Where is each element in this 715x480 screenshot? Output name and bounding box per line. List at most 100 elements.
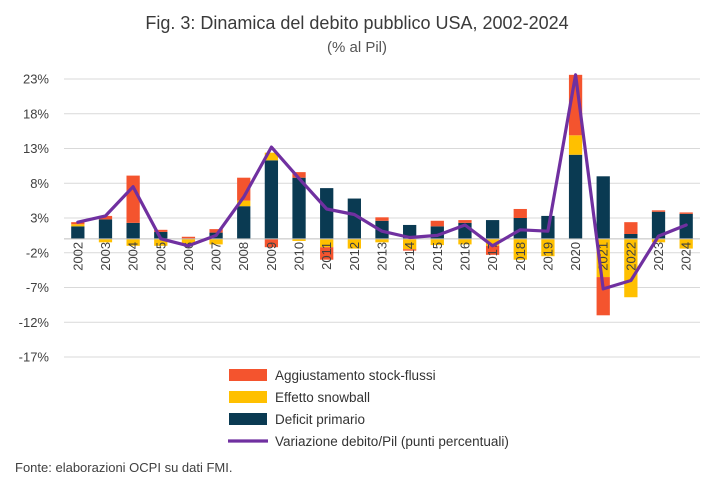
bar-snowball-2003 bbox=[98, 238, 113, 243]
y-tick-label: 23% bbox=[23, 72, 49, 87]
x-tick-label: 2019 bbox=[540, 242, 555, 271]
x-tick-label: 2016 bbox=[457, 242, 472, 271]
bars bbox=[71, 74, 693, 316]
legend: Aggiustamento stock-flussi Effetto snowba… bbox=[228, 368, 509, 449]
bar-stock-flow-2009 bbox=[264, 238, 279, 248]
bar-snowball-2006 bbox=[181, 238, 196, 245]
x-tick-label: 2005 bbox=[153, 242, 168, 271]
debt-change-line-group bbox=[76, 73, 688, 291]
y-tick-label: 13% bbox=[23, 141, 49, 156]
debt-change-line bbox=[76, 73, 688, 291]
bar-stock-flow-2006 bbox=[181, 236, 196, 239]
legend-label-snowball: Effetto snowball bbox=[275, 390, 370, 405]
bar-stock-flow-2023 bbox=[651, 210, 666, 212]
bar-primary-deficit-2012 bbox=[347, 198, 361, 239]
bar-snowball-2013 bbox=[375, 238, 389, 243]
bar-stock-flow-2010 bbox=[292, 172, 306, 178]
x-tick-label: 2003 bbox=[98, 242, 113, 271]
bar-stock-flow-2007 bbox=[209, 229, 223, 233]
bar-snowball-2007 bbox=[209, 238, 223, 245]
bar-stock-flow-2017 bbox=[485, 245, 500, 255]
x-axis-ticks: 2002 2003 2004 2005 2006 2007 2008 2009 2010 2011… bbox=[70, 242, 693, 271]
bar-stock-flow-2008 bbox=[237, 177, 251, 201]
x-tick-label: 2009 bbox=[264, 242, 279, 271]
x-tick-label: 2004 bbox=[126, 242, 141, 271]
bar-stock-flow-2015 bbox=[430, 220, 444, 227]
bar-snowball-2008 bbox=[237, 200, 251, 207]
x-tick-label: 2011 bbox=[319, 242, 334, 270]
bar-snowball-2015 bbox=[430, 238, 444, 246]
x-tick-label: 2013 bbox=[375, 242, 390, 271]
bar-primary-deficit-2021 bbox=[596, 176, 610, 239]
y-tick-label: -12% bbox=[19, 315, 50, 330]
x-tick-label: 2008 bbox=[236, 242, 251, 271]
y-tick-label: -2% bbox=[26, 245, 50, 260]
x-tick-label: 2024 bbox=[679, 242, 694, 271]
bar-stock-flow-2016 bbox=[458, 220, 472, 223]
chart-subtitle: (% al Pil) bbox=[327, 39, 387, 56]
bar-snowball-2023 bbox=[651, 238, 666, 243]
x-tick-label: 2012 bbox=[347, 242, 362, 271]
bar-primary-deficit-2009 bbox=[264, 160, 279, 239]
bar-primary-deficit-2004 bbox=[126, 222, 140, 239]
bar-primary-deficit-2023 bbox=[651, 211, 666, 239]
legend-swatch-snowball bbox=[229, 391, 267, 403]
bar-stock-flow-2005 bbox=[154, 229, 168, 232]
bar-stock-flow-2003 bbox=[98, 215, 113, 220]
bar-primary-deficit-2022 bbox=[624, 233, 638, 239]
bar-snowball-2009 bbox=[264, 152, 279, 161]
x-tick-label: 2015 bbox=[430, 242, 445, 271]
bar-stock-flow-2013 bbox=[375, 217, 389, 221]
y-axis-ticks: 23% 18% 13% 8% 3% -2% -7% -12% -17% bbox=[19, 72, 50, 365]
bar-primary-deficit-2002 bbox=[71, 226, 85, 239]
bar-snowball-2019 bbox=[541, 238, 555, 257]
legend-label-primary-deficit: Deficit primario bbox=[275, 412, 365, 427]
x-tick-label: 2022 bbox=[623, 242, 638, 271]
bar-primary-deficit-2017 bbox=[485, 220, 500, 239]
bar-snowball-2010 bbox=[292, 238, 306, 241]
y-tick-label: -17% bbox=[19, 350, 50, 365]
bar-primary-deficit-2020 bbox=[568, 154, 583, 239]
x-tick-label: 2023 bbox=[651, 242, 666, 271]
bar-primary-deficit-2008 bbox=[237, 206, 251, 239]
x-tick-label: 2002 bbox=[70, 242, 85, 271]
bar-primary-deficit-2003 bbox=[98, 219, 113, 239]
bar-stock-flow-2004 bbox=[126, 175, 140, 223]
bar-snowball-2005 bbox=[154, 238, 168, 246]
y-tick-label: -7% bbox=[26, 280, 50, 295]
x-tick-label: 2020 bbox=[568, 242, 583, 271]
bar-snowball-2011 bbox=[320, 238, 334, 248]
chart-title: Fig. 3: Dinamica del debito pubblico USA… bbox=[145, 13, 568, 33]
bar-snowball-2002 bbox=[71, 224, 85, 227]
y-tick-label: 8% bbox=[30, 176, 49, 191]
bar-stock-flow-2014 bbox=[403, 249, 417, 251]
bar-snowball-2012 bbox=[347, 238, 361, 249]
x-tick-label: 2007 bbox=[209, 242, 224, 271]
bar-primary-deficit-2010 bbox=[292, 177, 306, 239]
bar-stock-flow-2022 bbox=[624, 222, 638, 234]
bar-snowball-2017 bbox=[485, 238, 500, 246]
source-note: Fonte: elaborazioni OCPI su dati FMI. bbox=[15, 460, 232, 475]
bar-snowball-2018 bbox=[513, 238, 527, 260]
bar-snowball-2020 bbox=[568, 135, 583, 155]
bar-snowball-2024 bbox=[679, 238, 693, 249]
x-tick-label: 2014 bbox=[402, 242, 417, 271]
x-tick-label: 2010 bbox=[292, 242, 307, 271]
legend-label-debt-change: Variazione debito/Pil (punti percentuali… bbox=[275, 434, 509, 449]
x-tick-label: 2017 bbox=[485, 242, 500, 271]
bar-primary-deficit-2011 bbox=[320, 188, 334, 239]
bar-snowball-2004 bbox=[126, 238, 140, 246]
bar-stock-flow-2024 bbox=[679, 212, 693, 214]
bar-stock-flow-2011 bbox=[320, 247, 334, 260]
bar-snowball-2016 bbox=[458, 238, 472, 245]
y-tick-label: 3% bbox=[30, 211, 49, 226]
y-tick-label: 18% bbox=[23, 106, 49, 121]
bar-snowball-2014 bbox=[403, 238, 417, 250]
bar-stock-flow-2018 bbox=[513, 208, 527, 218]
legend-swatch-primary-deficit bbox=[229, 413, 267, 425]
x-tick-label: 2018 bbox=[513, 242, 528, 271]
legend-swatch-stock-flow bbox=[229, 369, 267, 381]
legend-label-stock-flow: Aggiustamento stock-flussi bbox=[275, 368, 436, 383]
x-tick-label: 2006 bbox=[181, 242, 196, 271]
